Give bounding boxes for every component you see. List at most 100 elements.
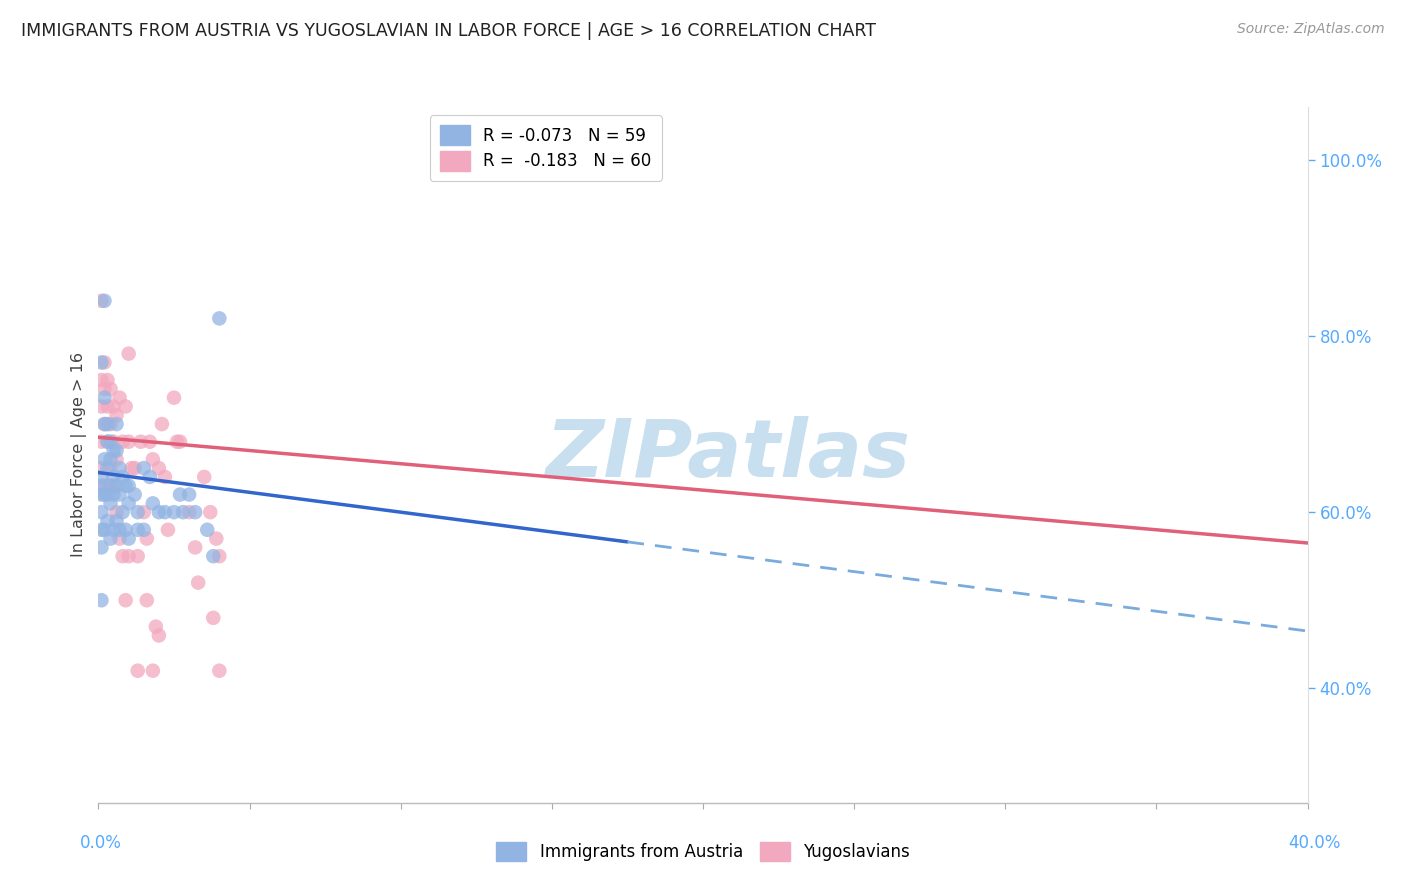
Point [96, 514, 118, 528]
Point [105, 452, 128, 467]
Text: Source: ZipAtlas.com: Source: ZipAtlas.com [1237, 22, 1385, 37]
Point [103, 487, 125, 501]
Point [179, 505, 201, 519]
Point [105, 479, 128, 493]
Point [93, 293, 115, 308]
Point [114, 593, 136, 607]
Point [96, 373, 118, 387]
Point [90, 355, 112, 369]
Point [96, 400, 118, 414]
Point [103, 479, 125, 493]
Point [200, 505, 222, 519]
Point [90, 541, 112, 555]
Text: 0.0%: 0.0% [80, 834, 122, 852]
Point [90, 487, 112, 501]
Point [150, 417, 173, 431]
Legend: Immigrants from Austria, Yugoslavians: Immigrants from Austria, Yugoslavians [486, 831, 920, 871]
Point [124, 487, 146, 501]
Point [132, 461, 155, 475]
Point [135, 532, 157, 546]
Point [145, 620, 167, 634]
Point [100, 479, 122, 493]
Text: ZIPatlas: ZIPatlas [544, 416, 910, 494]
Point [96, 461, 118, 475]
Point [93, 391, 115, 405]
Point [118, 549, 141, 564]
Point [202, 549, 225, 564]
Point [90, 373, 112, 387]
Point [96, 487, 118, 501]
Point [139, 434, 162, 449]
Point [93, 452, 115, 467]
Point [111, 470, 134, 484]
Point [118, 479, 141, 493]
Point [90, 505, 112, 519]
Point [90, 293, 112, 308]
Point [93, 523, 115, 537]
Point [142, 664, 165, 678]
Point [96, 434, 118, 449]
Point [108, 461, 131, 475]
Point [100, 461, 122, 475]
Point [105, 409, 128, 423]
Point [90, 523, 112, 537]
Point [96, 417, 118, 431]
Point [153, 470, 176, 484]
Point [111, 549, 134, 564]
Point [103, 434, 125, 449]
Text: IMMIGRANTS FROM AUSTRIA VS YUGOSLAVIAN IN LABOR FORCE | AGE > 16 CORRELATION CHA: IMMIGRANTS FROM AUSTRIA VS YUGOSLAVIAN I… [21, 22, 876, 40]
Point [114, 479, 136, 493]
Point [169, 487, 191, 501]
Point [90, 479, 112, 493]
Point [132, 505, 155, 519]
Point [100, 496, 122, 510]
Point [108, 532, 131, 546]
Point [127, 664, 149, 678]
Point [142, 452, 165, 467]
Point [90, 593, 112, 607]
Point [93, 382, 115, 396]
Point [148, 461, 170, 475]
Point [121, 461, 143, 475]
Point [118, 346, 141, 360]
Point [163, 505, 186, 519]
Point [172, 505, 194, 519]
Point [105, 417, 128, 431]
Point [184, 505, 207, 519]
Point [100, 532, 122, 546]
Point [202, 611, 225, 625]
Point [148, 628, 170, 642]
Point [96, 434, 118, 449]
Point [90, 434, 112, 449]
Point [111, 505, 134, 519]
Point [118, 496, 141, 510]
Point [156, 523, 179, 537]
Point [208, 664, 231, 678]
Point [132, 523, 155, 537]
Point [111, 434, 134, 449]
Point [187, 575, 209, 590]
Point [105, 514, 128, 528]
Point [127, 505, 149, 519]
Point [193, 470, 215, 484]
Point [114, 523, 136, 537]
Point [96, 479, 118, 493]
Point [93, 479, 115, 493]
Point [148, 505, 170, 519]
Point [93, 417, 115, 431]
Point [135, 593, 157, 607]
Point [100, 382, 122, 396]
Point [205, 532, 228, 546]
Point [142, 496, 165, 510]
Y-axis label: In Labor Force | Age > 16: In Labor Force | Age > 16 [72, 352, 87, 558]
Point [103, 443, 125, 458]
Point [90, 400, 112, 414]
Point [93, 417, 115, 431]
Point [124, 461, 146, 475]
Point [139, 470, 162, 484]
Point [100, 434, 122, 449]
Point [169, 434, 191, 449]
Point [103, 400, 125, 414]
Point [105, 443, 128, 458]
Point [118, 532, 141, 546]
